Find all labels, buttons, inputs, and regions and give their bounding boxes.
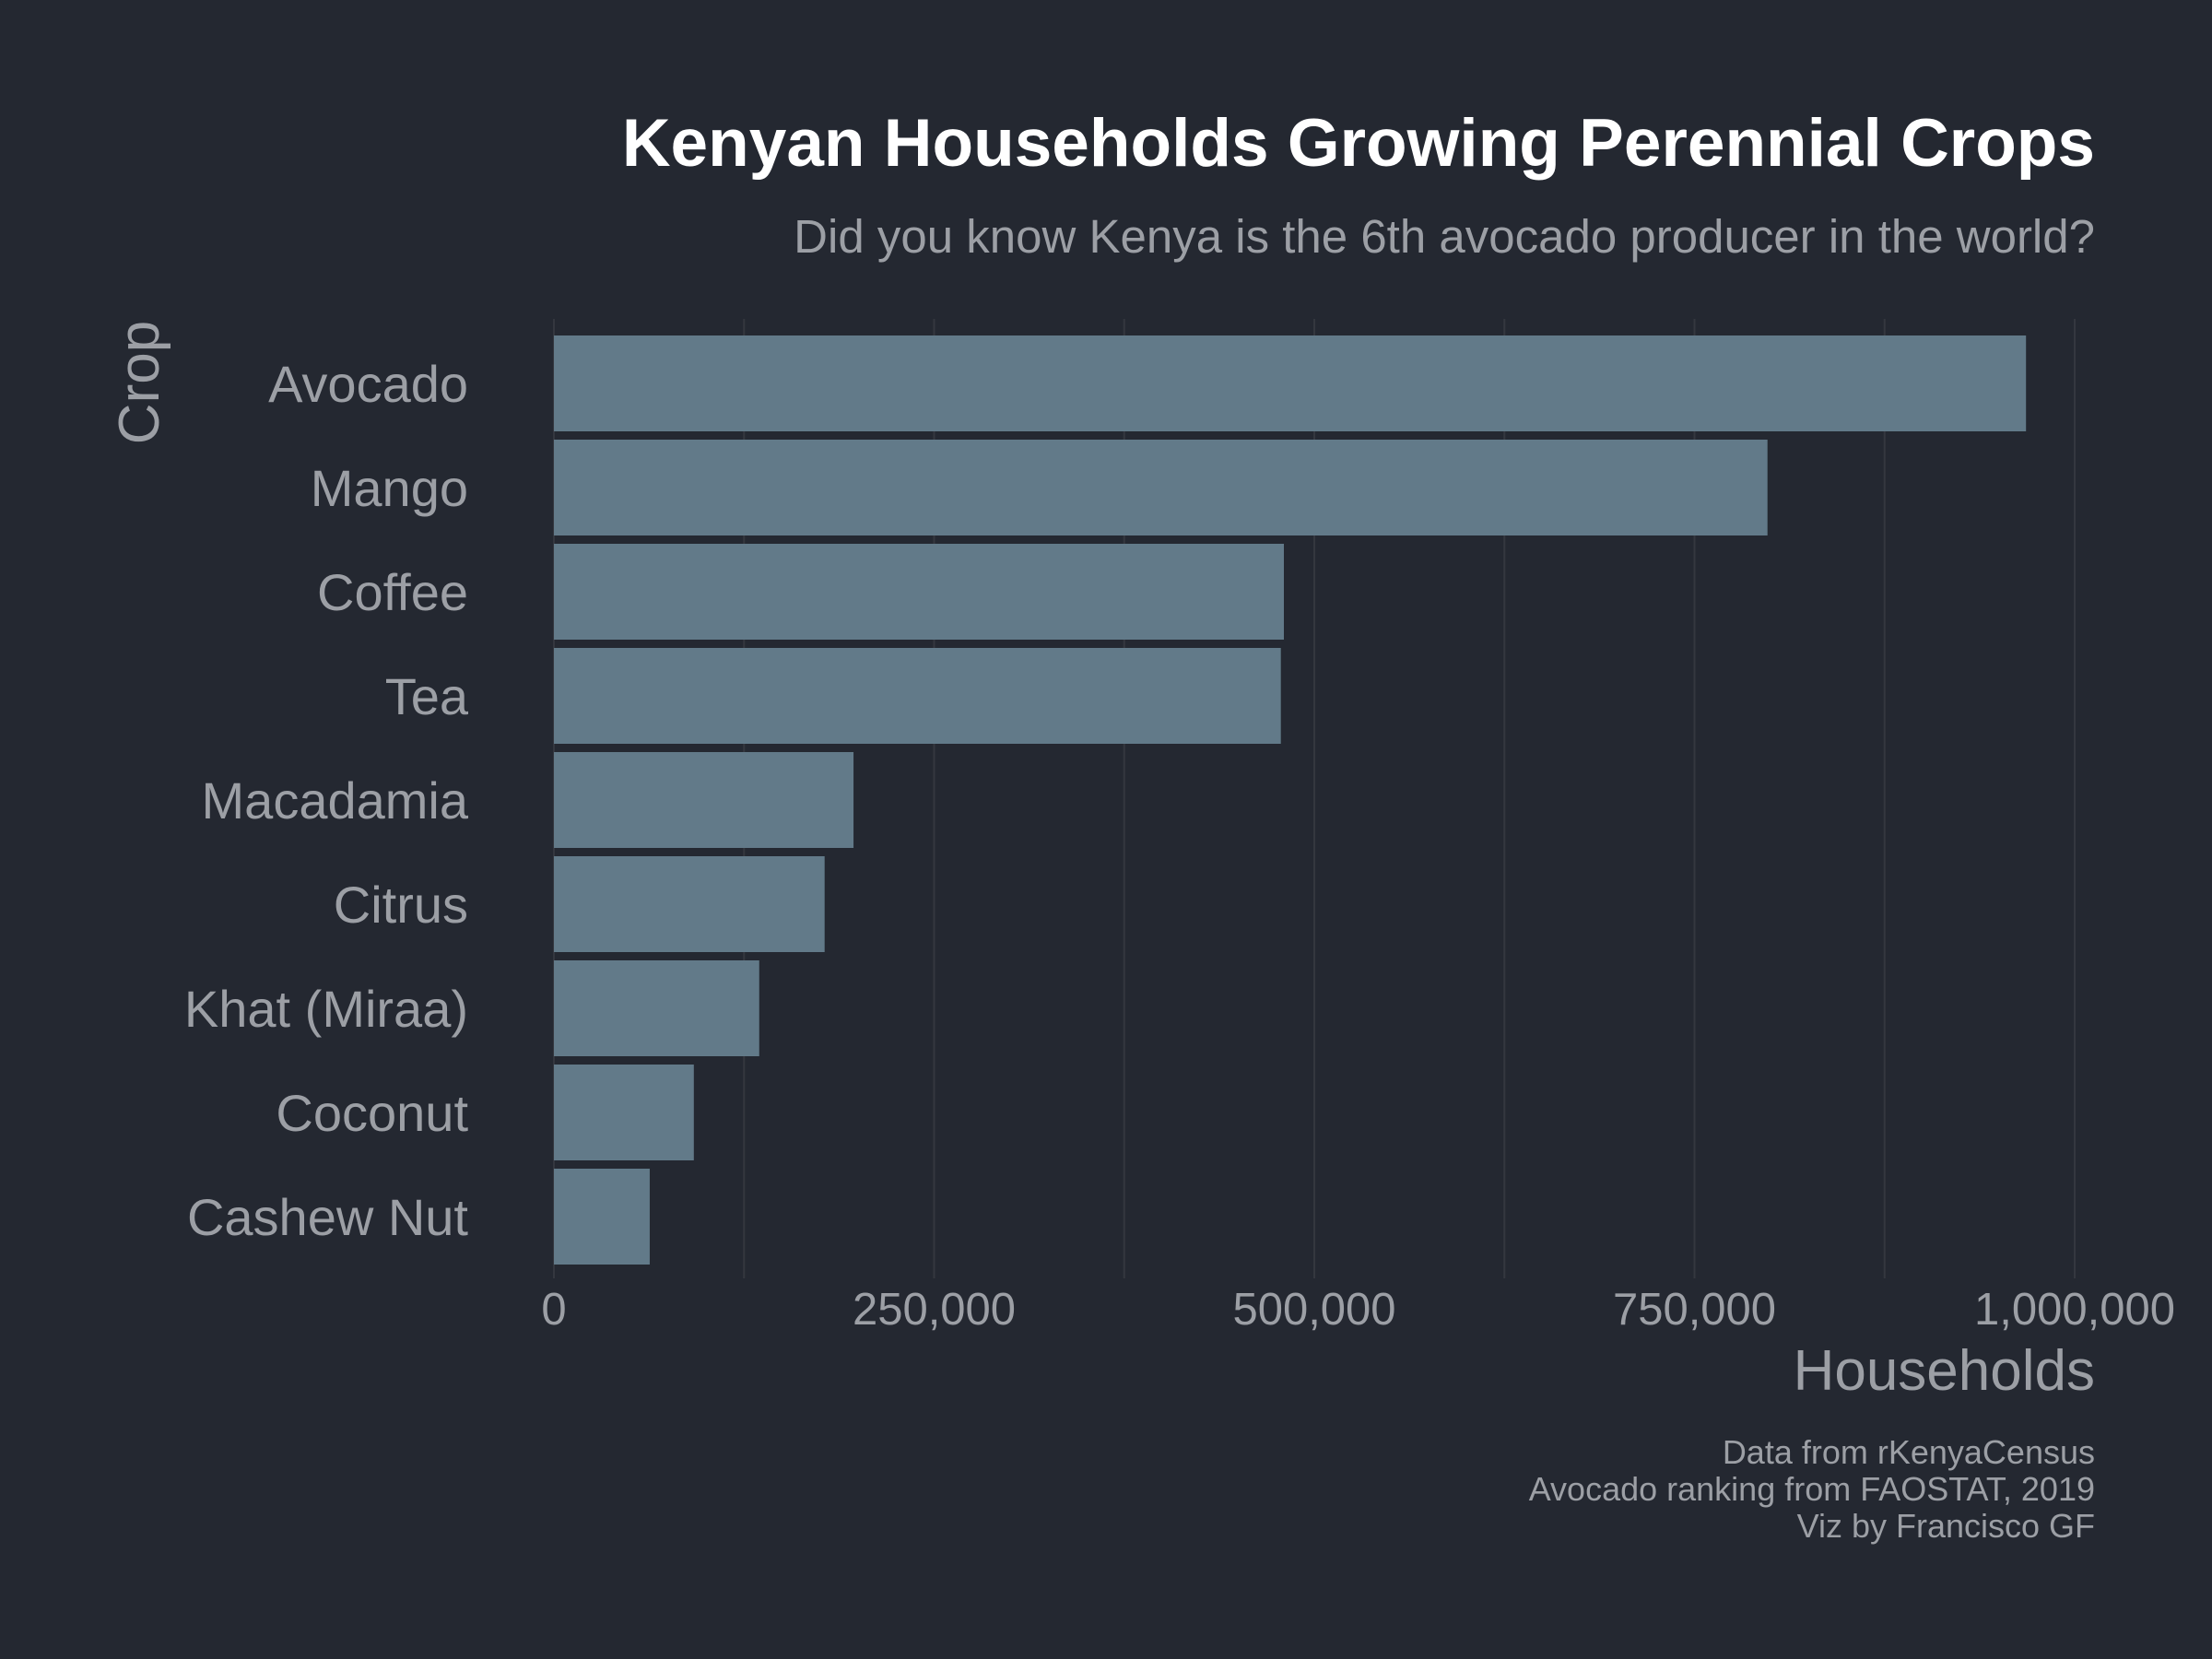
- x-tick-label: 750,000: [1613, 1285, 1776, 1335]
- caption-line: Data from rKenyaCensus: [1723, 1433, 2095, 1471]
- category-labels: Avocado Mango Coffee Tea Macadamia Citrus Khat…: [184, 355, 469, 1246]
- category-label: Avocado: [268, 355, 468, 413]
- x-tick-label: 500,000: [1232, 1285, 1395, 1335]
- category-label: Macadamia: [202, 771, 469, 830]
- bar: [554, 856, 825, 952]
- bar: [554, 335, 2027, 431]
- x-tick-label: 1,000,000: [1974, 1285, 2175, 1335]
- category-label: Khat (Miraa): [184, 980, 468, 1038]
- chart-subtitle: Did you know Kenya is the 6th avocado pr…: [794, 210, 2095, 263]
- bar: [554, 752, 854, 848]
- x-axis-title: Households: [1794, 1339, 2095, 1403]
- y-axis-title: Crop: [108, 321, 171, 444]
- category-label: Tea: [385, 667, 469, 725]
- category-label: Mango: [311, 459, 468, 517]
- bar: [554, 648, 1281, 744]
- bars: [554, 335, 2027, 1265]
- bar: [554, 544, 1284, 640]
- chart-title: Kenyan Households Growing Perennial Crop…: [622, 106, 2095, 181]
- category-label: Citrus: [334, 876, 468, 934]
- bar: [554, 440, 1768, 535]
- x-tick-label: 0: [541, 1285, 566, 1335]
- category-label: Cashew Nut: [187, 1188, 468, 1246]
- category-label: Coffee: [317, 563, 468, 621]
- category-label: Coconut: [276, 1084, 468, 1142]
- bar: [554, 960, 759, 1056]
- bar: [554, 1169, 650, 1265]
- x-tick-label: 250,000: [853, 1285, 1016, 1335]
- bar: [554, 1065, 694, 1160]
- x-tick-labels: 0 250,000 500,000 750,000 1,000,000: [541, 1285, 2175, 1335]
- caption-line: Avocado ranking from FAOSTAT, 2019: [1529, 1470, 2095, 1508]
- caption-line: Viz by Francisco GF: [1797, 1507, 2095, 1545]
